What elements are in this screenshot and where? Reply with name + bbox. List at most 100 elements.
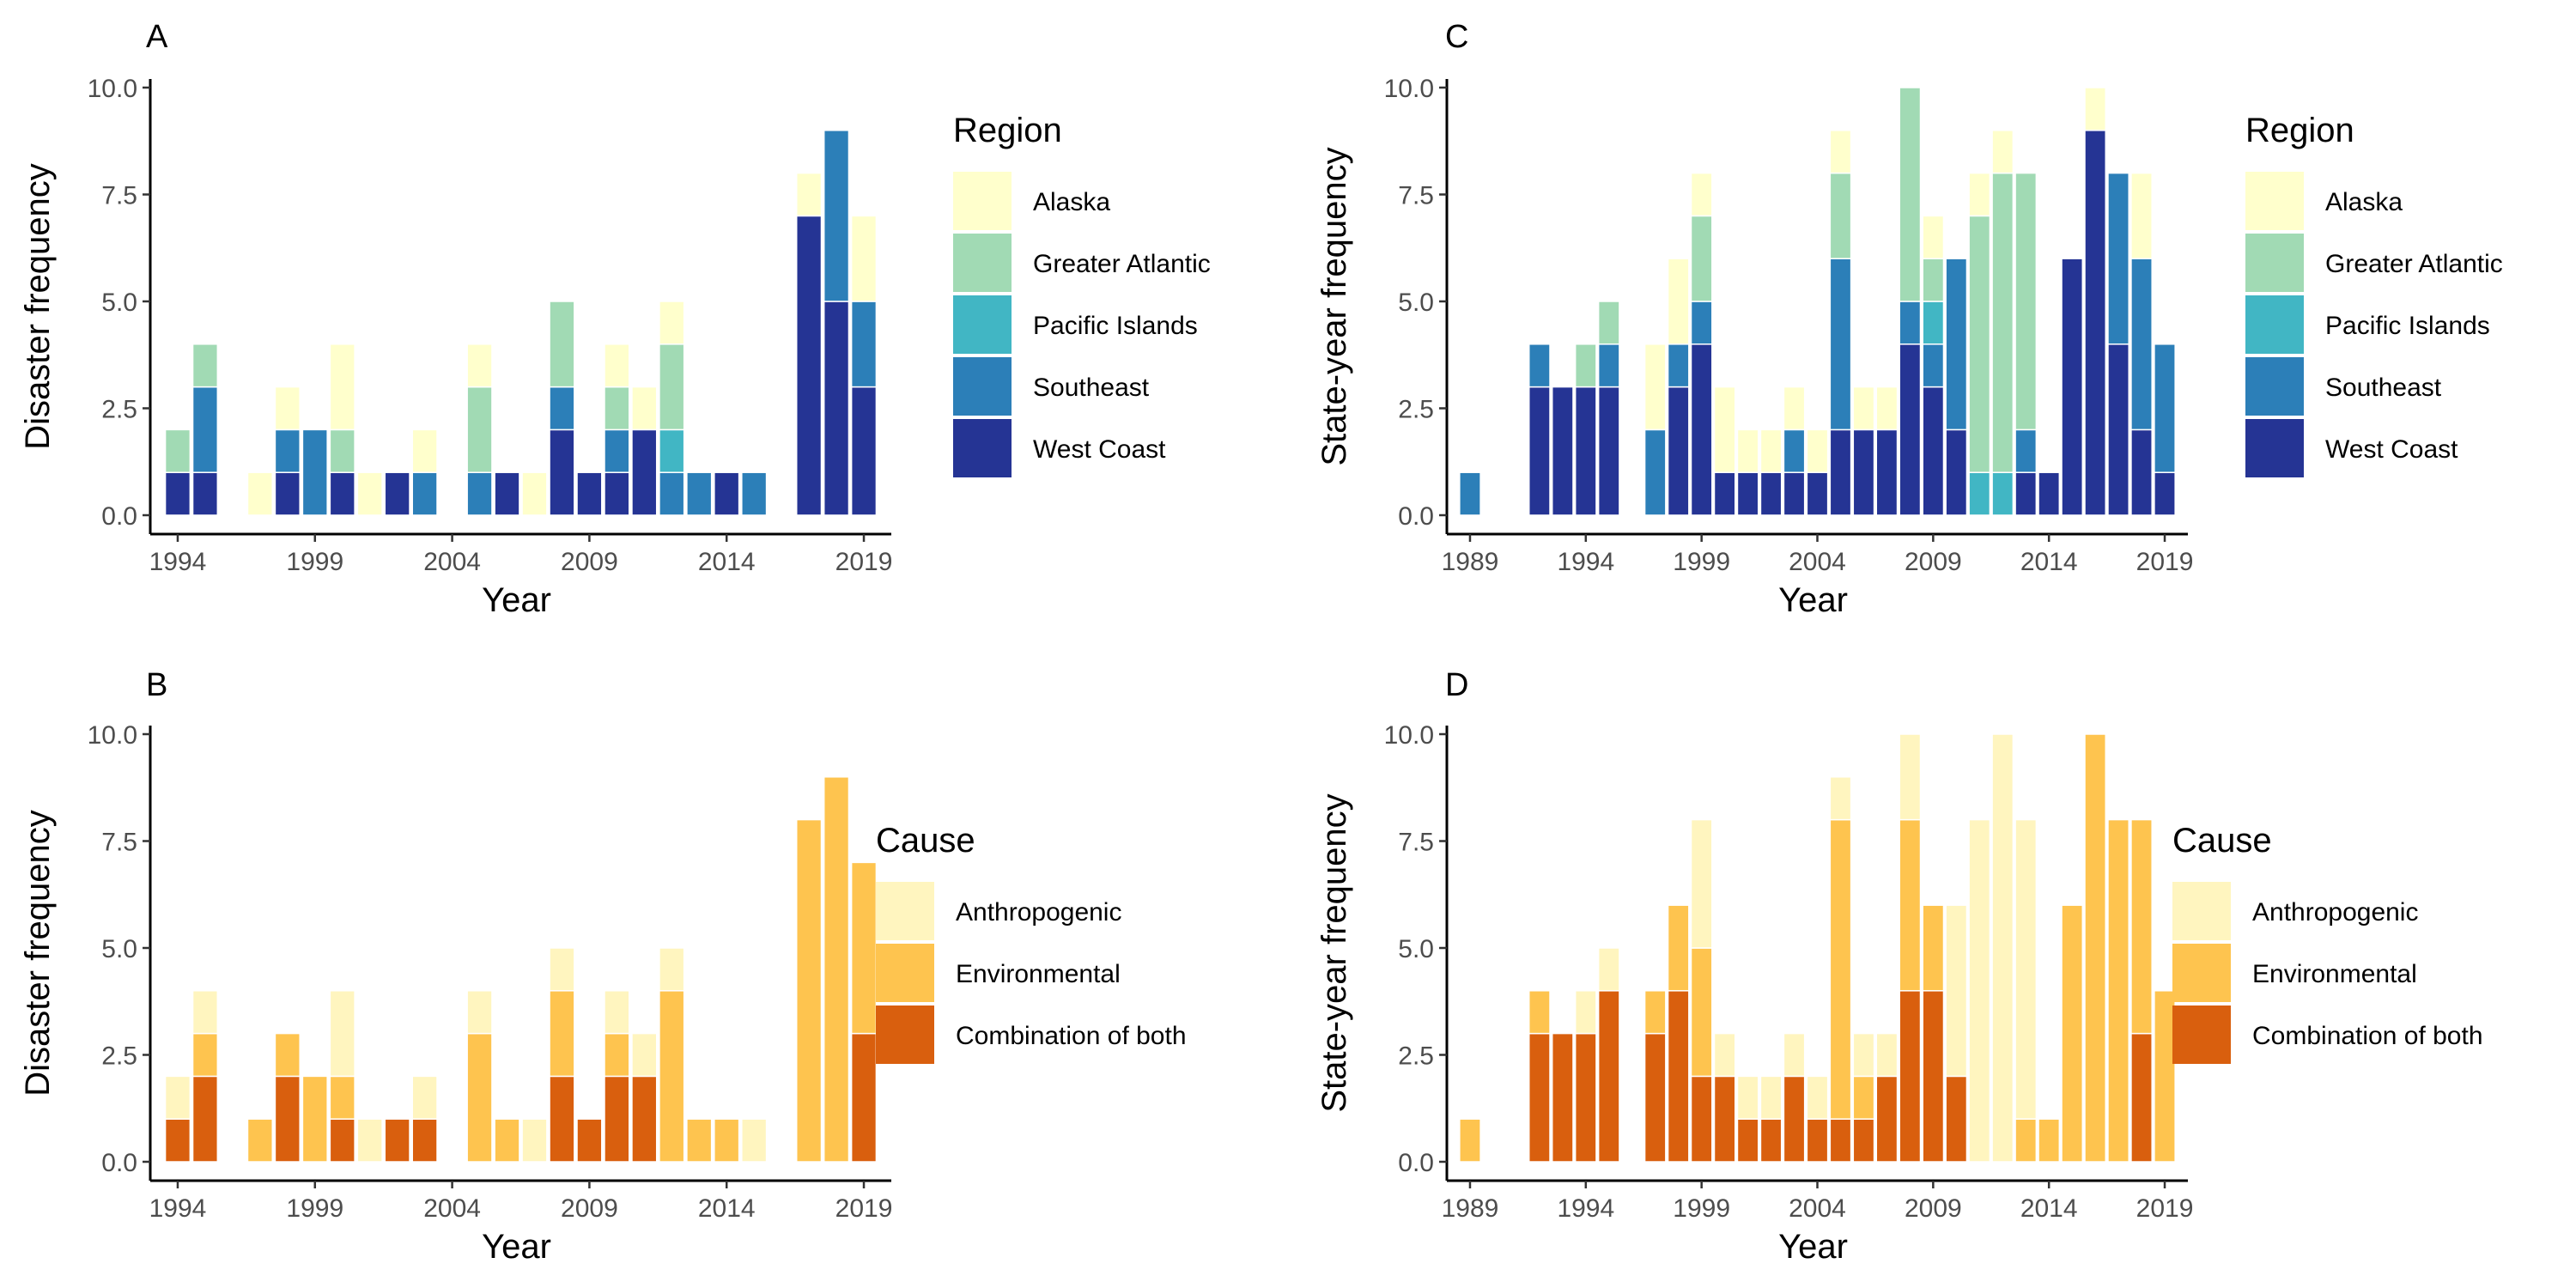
x-tick-label: 2009 [561, 1194, 618, 1223]
bar-anthropogenic-2007 [521, 1118, 548, 1163]
bar-southeast-2008 [1899, 301, 1922, 345]
bar-alaska-2000 [329, 343, 355, 431]
y-tick-label: 2.5 [1398, 396, 1434, 424]
bar-anthropogenic-2006 [1852, 1032, 1875, 1078]
bar-combination-of-both-2002 [1759, 1118, 1783, 1163]
legend-key-combination-of-both [876, 1005, 934, 1064]
bar-environmental-2006 [1852, 1075, 1875, 1120]
bar-west-coast-2015 [2061, 258, 2084, 516]
bar-alaska-2005 [1829, 130, 1852, 174]
bar-environmental-2009 [1922, 904, 1945, 992]
bar-combination-of-both-2010 [604, 1075, 630, 1163]
y-tick-label: 7.5 [101, 182, 137, 210]
legend-key-environmental [876, 944, 934, 1002]
y-axis-title: Disaster frequency [19, 163, 57, 449]
bar-west-coast-2006 [1852, 428, 1875, 516]
bar-combination-of-both-2000 [329, 1118, 355, 1163]
bar-environmental-2018 [823, 776, 850, 1163]
bar-pacific-islands-2009 [1922, 301, 1945, 345]
bar-greater-atlantic-2012 [1991, 172, 2014, 473]
bar-combination-of-both-2000 [1713, 1075, 1736, 1163]
bar-combination-of-both-1995 [191, 1075, 219, 1163]
bar-combination-of-both-1995 [1597, 990, 1620, 1163]
bars [1459, 733, 2176, 1163]
legend-label-greater-atlantic: Greater Atlantic [2325, 250, 2503, 278]
legend-key-west-coast [2245, 419, 2304, 477]
bar-environmental-2006 [494, 1118, 520, 1163]
bar-alaska-2005 [466, 343, 493, 388]
bar-southeast-2017 [2107, 172, 2129, 345]
x-tick-label: 2019 [835, 548, 893, 576]
y-tick-label: 7.5 [101, 829, 137, 857]
bar-southeast-2018 [2130, 258, 2153, 431]
bar-anthropogenic-1995 [191, 990, 219, 1035]
bar-environmental-2018 [2130, 818, 2153, 1035]
x-tick-label: 1999 [1673, 548, 1730, 576]
x-tick-label: 2009 [1905, 1194, 1962, 1223]
legend-key-pacific-islands [2245, 295, 2304, 354]
bars [1459, 87, 2176, 516]
bar-west-coast-2014 [2038, 471, 2061, 516]
bar-environmental-2008 [549, 990, 575, 1078]
bar-southeast-2005 [466, 471, 493, 516]
bar-environmental-2000 [329, 1075, 355, 1120]
bar-west-coast-2019 [850, 386, 878, 516]
bar-southeast-1989 [1459, 471, 1481, 516]
y-axis-title: State-year frequency [1315, 147, 1353, 465]
legend-label-anthropogenic: Anthropogenic [2252, 898, 2418, 927]
bar-greater-atlantic-1994 [164, 428, 191, 473]
bar-southeast-2003 [1783, 428, 1806, 473]
x-tick-label: 1994 [1557, 1194, 1614, 1223]
y-tick-label: 2.5 [101, 396, 137, 424]
legend-title: Cause [2172, 822, 2272, 860]
bar-combination-of-both-2018 [2130, 1032, 2153, 1163]
legend-key-west-coast [953, 419, 1012, 477]
x-tick-label: 1989 [1442, 1194, 1499, 1223]
bar-alaska-2011 [631, 386, 658, 431]
bar-west-coast-1992 [1528, 386, 1551, 516]
x-tick-label: 1989 [1442, 548, 1499, 576]
bar-west-coast-2008 [1899, 343, 1922, 516]
bar-southeast-1998 [1667, 343, 1690, 388]
bar-alaska-2010 [604, 343, 630, 388]
bar-west-coast-2018 [823, 301, 850, 516]
bar-west-coast-2013 [2014, 471, 2038, 516]
bar-greater-atlantic-2012 [659, 343, 685, 431]
bar-combination-of-both-2004 [1806, 1118, 1829, 1163]
legend-key-anthropogenic [876, 882, 934, 940]
bar-west-coast-2011 [631, 428, 658, 516]
legend: Region Alaska Greater Atlantic Pacific Isla… [2245, 112, 2503, 477]
bar-anthropogenic-2010 [604, 990, 630, 1035]
x-tick-label: 2019 [2136, 1194, 2194, 1223]
legend-title: Region [953, 112, 1062, 149]
bar-alaska-2012 [659, 301, 685, 345]
x-tick-label: 1999 [1673, 1194, 1730, 1223]
bar-southeast-2013 [686, 471, 713, 516]
bar-southeast-1997 [1643, 428, 1667, 516]
bar-southeast-2019 [2154, 343, 2176, 473]
bar-alaska-1998 [274, 386, 301, 431]
legend-label-pacific-islands: Pacific Islands [1033, 312, 1198, 340]
bar-anthropogenic-2001 [356, 1118, 383, 1163]
bar-combination-of-both-1992 [1528, 1032, 1551, 1163]
bar-combination-of-both-2008 [1899, 990, 1922, 1163]
bar-greater-atlantic-1994 [1574, 343, 1597, 388]
bar-west-coast-2017 [795, 215, 823, 516]
bar-alaska-2019 [850, 215, 878, 302]
bar-southeast-2008 [549, 386, 575, 431]
bar-anthropogenic-2012 [659, 947, 685, 992]
bar-greater-atlantic-2008 [549, 301, 575, 388]
bar-environmental-1999 [1690, 947, 1713, 1078]
bar-environmental-2017 [2107, 818, 2129, 1163]
x-axis-title: Year [482, 581, 551, 619]
bar-alaska-2000 [1713, 386, 1736, 473]
x-axis-title: Year [1778, 581, 1848, 619]
bar-west-coast-1998 [1667, 386, 1690, 516]
legend-title: Cause [876, 822, 975, 860]
bar-combination-of-both-2009 [576, 1118, 603, 1163]
x-tick-label: 1999 [286, 1194, 343, 1223]
x-tick-label: 2019 [2136, 548, 2194, 576]
y-tick-label: 7.5 [1398, 829, 1434, 857]
legend-key-alaska [2245, 172, 2304, 230]
